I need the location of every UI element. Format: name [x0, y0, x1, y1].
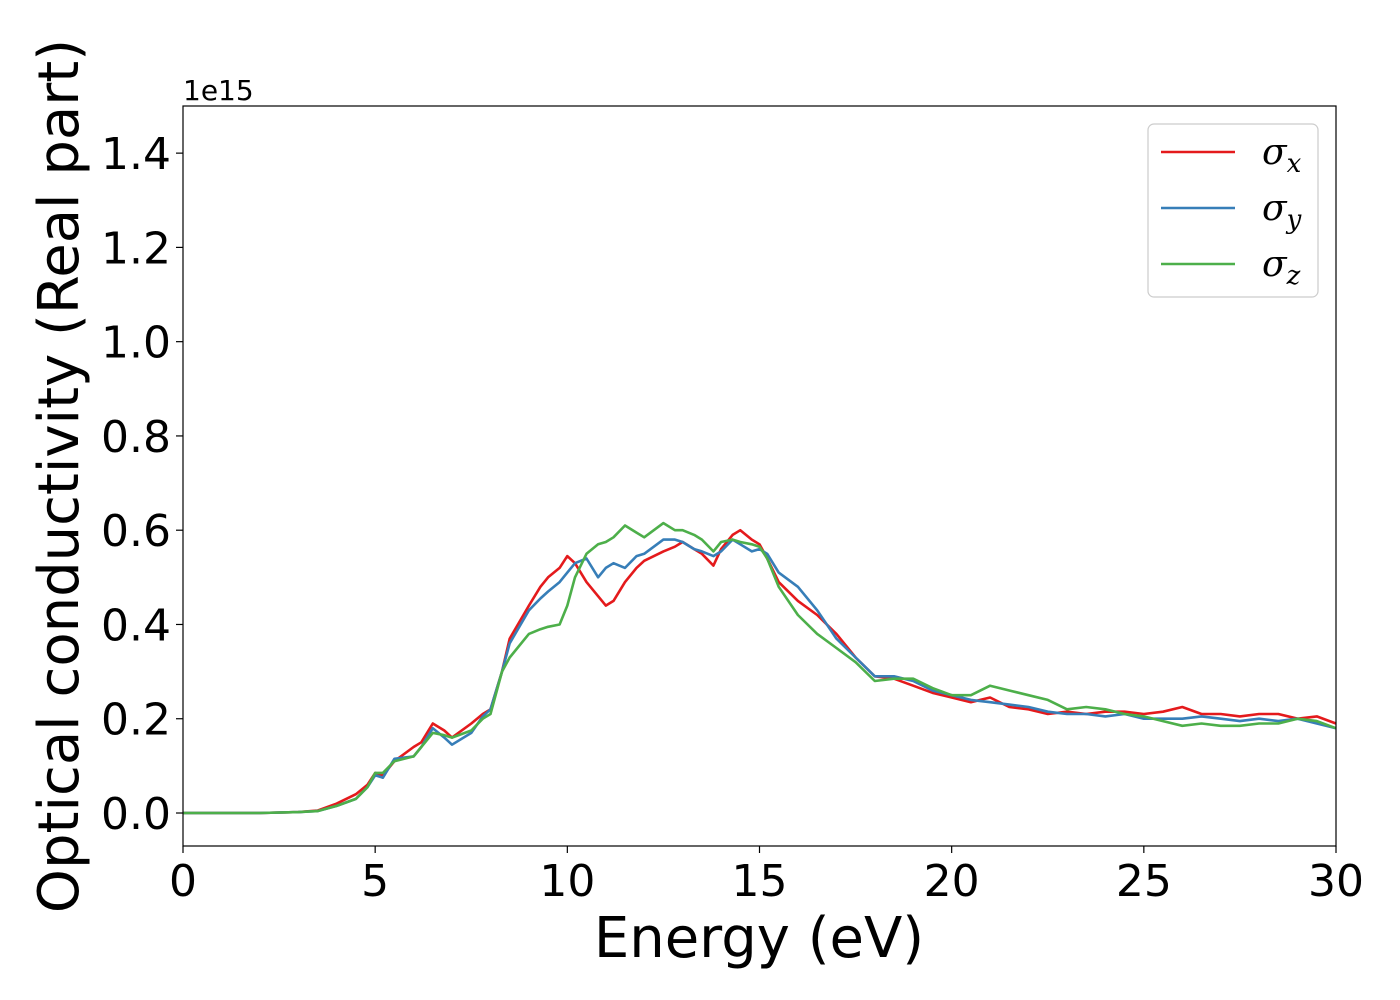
- x-tick-label: 15: [732, 856, 788, 907]
- y-tick-label: 0.4: [101, 600, 171, 651]
- y-offset-label: 1e15: [183, 74, 254, 107]
- y-tick-label: 1.0: [101, 318, 171, 369]
- y-axis: 0.0 0.2 0.4 0.6 0.8 1.0 1.2 1.4: [101, 129, 183, 840]
- x-tick-label: 20: [924, 856, 980, 907]
- y-tick-label: 0.2: [101, 695, 171, 746]
- y-tick-label: 1.2: [101, 223, 171, 274]
- y-tick-label: 0.6: [101, 506, 171, 557]
- x-tick-label: 30: [1308, 856, 1364, 907]
- legend: σx σy σz: [1147, 123, 1319, 298]
- series-line-y: [183, 538, 1336, 815]
- x-tick-label: 10: [539, 856, 595, 907]
- legend-label-x: σx: [1262, 132, 1302, 179]
- y-tick-label: 0.8: [101, 412, 171, 463]
- legend-box: [1147, 123, 1319, 298]
- legend-label-z: σz: [1262, 244, 1301, 291]
- x-axis: 0 5 10 15 20 25 30: [169, 846, 1364, 907]
- x-axis-label: Energy (eV): [594, 906, 924, 971]
- y-tick-label: 1.4: [101, 129, 171, 180]
- x-tick-label: 5: [361, 856, 389, 907]
- y-tick-label: 0.0: [101, 789, 171, 840]
- x-tick-label: 25: [1116, 856, 1172, 907]
- y-axis-label: Optical conductivity (Real part): [27, 39, 92, 913]
- series-layer: [183, 521, 1336, 815]
- x-tick-label: 0: [169, 856, 197, 907]
- series-line-z: [183, 521, 1336, 815]
- legend-label-y: σy: [1262, 188, 1302, 235]
